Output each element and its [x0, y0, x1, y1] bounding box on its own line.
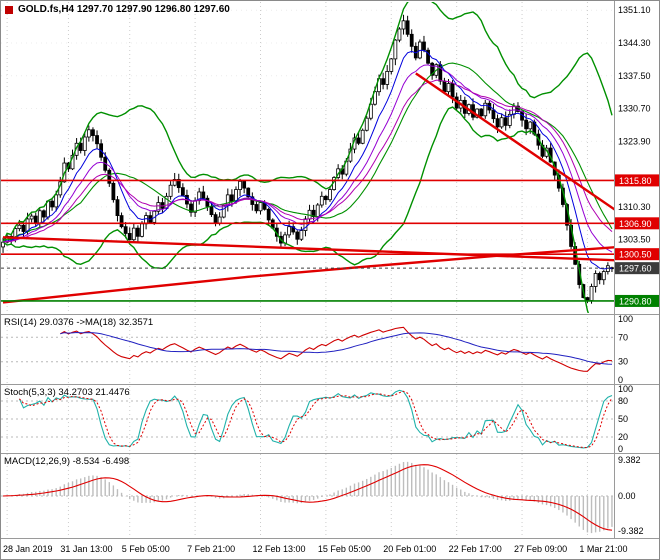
- svg-text:1300.50: 1300.50: [619, 250, 652, 260]
- stoch-scale-label: 80: [618, 396, 628, 406]
- rsi-scale-label: 0: [618, 375, 623, 385]
- time-tick-label: 12 Feb 13:00: [253, 544, 306, 554]
- svg-text:1306.90: 1306.90: [619, 219, 652, 229]
- time-tick-label: 1 Mar 21:00: [579, 544, 627, 554]
- bollinger-middle-band: [2, 62, 613, 243]
- price-axis[interactable]: 1351.10 1344.30 1337.50 1330.70 1323.90 1310.…: [618, 5, 651, 245]
- price-tag-1297.60: 1297.60: [615, 262, 659, 275]
- svg-text:1290.80: 1290.80: [619, 296, 652, 306]
- stoch-scale-label: 0: [618, 444, 623, 454]
- time-tick-label: 28 Jan 2019: [3, 544, 53, 554]
- price-tick-label: 1330.70: [618, 104, 651, 114]
- macd-histogram: [6, 461, 613, 534]
- stoch-scale-label: 100: [618, 384, 633, 394]
- price-tick-label: 1323.90: [618, 136, 651, 146]
- rsi-line: [60, 326, 613, 372]
- macd-scale-label: -9.382: [618, 526, 644, 536]
- time-tick-label: 5 Feb 05:00: [122, 544, 170, 554]
- symbol-marker-icon: [5, 5, 13, 14]
- panel-separators: [1, 1, 659, 539]
- price-tick-label: 1310.30: [618, 202, 651, 212]
- price-tick-label: 1351.10: [618, 5, 651, 15]
- time-tick-label: 20 Feb 01:00: [383, 544, 436, 554]
- grid-layer: [1, 2, 614, 538]
- time-tick-label: 7 Feb 21:00: [187, 544, 235, 554]
- macd-scale-label: 9.382: [618, 455, 641, 465]
- chart-title-bar: GOLD.fs,H4 1297.70 1297.90 1296.80 1297.…: [5, 4, 230, 15]
- price-tag-1315.80: 1315.80: [615, 174, 659, 187]
- rsi-scale-label: 100: [618, 314, 633, 324]
- time-tick-label: 22 Feb 17:00: [449, 544, 502, 554]
- symbol-ohlc-title: GOLD.fs,H4 1297.70 1297.90 1296.80 1297.…: [18, 4, 230, 15]
- descending-resistance-trendline[interactable]: [415, 72, 620, 213]
- price-tick-label: 1344.30: [618, 38, 651, 48]
- ema-21-line: [2, 79, 613, 243]
- bollinger-bands: [2, 2, 613, 313]
- macd-indicator-label: MACD(12,26,9) -8.534 -6.498: [4, 456, 130, 467]
- ema-8-line: [2, 49, 613, 270]
- time-tick-label: 27 Feb 09:00: [514, 544, 567, 554]
- rsi-scale-label: 30: [618, 357, 628, 367]
- bollinger-upper-band: [2, 2, 613, 243]
- price-tick-label: 1303.50: [618, 235, 651, 245]
- time-tick-label: 15 Feb 05:00: [318, 544, 371, 554]
- stoch-scale-label: 20: [618, 432, 628, 442]
- macd-signal-line: [2, 464, 613, 531]
- bollinger-lower-band: [2, 106, 589, 313]
- rsi-ma-line: [60, 331, 613, 365]
- price-tag-1306.90: 1306.90: [615, 217, 659, 230]
- time-axis[interactable]: 28 Jan 2019 31 Jan 13:00 5 Feb 05:00 7 Feb …: [3, 544, 627, 554]
- rising-support-curve[interactable]: [2, 246, 620, 304]
- long-descending-trendline[interactable]: [2, 236, 620, 262]
- stoch-d-line: [19, 390, 613, 449]
- svg-text:1297.60: 1297.60: [619, 264, 652, 274]
- stoch-scale-label: 50: [618, 414, 628, 424]
- price-tag-1290.80: 1290.80: [615, 294, 659, 307]
- time-tick-label: 31 Jan 13:00: [60, 544, 112, 554]
- rsi-indicator-label: RSI(14) 29.0376 ->MA(18) 32.3571: [4, 317, 154, 328]
- price-tick-label: 1337.50: [618, 71, 651, 81]
- stoch-k-line: [18, 389, 613, 449]
- stoch-indicator-label: Stoch(5,3,3) 34.2703 21.4476: [4, 387, 130, 398]
- rsi-scale-label: 70: [618, 332, 628, 342]
- svg-text:1315.80: 1315.80: [619, 176, 652, 186]
- macd-scale-label: 0.00: [618, 491, 636, 501]
- price-tag-1300.50: 1300.50: [615, 248, 659, 261]
